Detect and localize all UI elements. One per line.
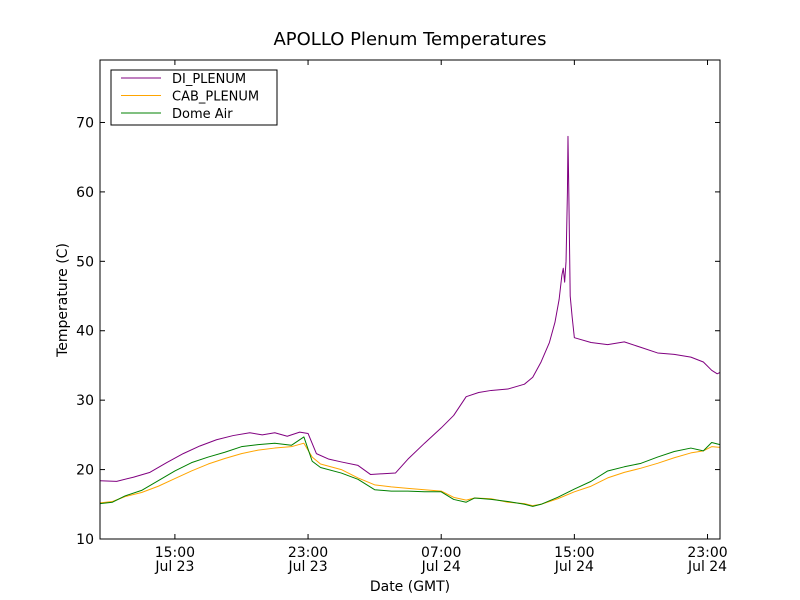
legend: DI_PLENUM CAB_PLENUM Dome Air	[110, 69, 278, 126]
series-layer	[99, 135, 721, 507]
legend-label-1: CAB_PLENUM	[172, 90, 259, 105]
y-tick-label: 30	[76, 393, 94, 409]
y-axis: 10 20 30 40 50 60 70	[76, 115, 720, 548]
plot-frame	[99, 59, 721, 540]
y-tick-label: 70	[76, 115, 94, 131]
y-tick-label: 60	[76, 185, 94, 201]
y-axis-label: Temperature (C)	[55, 243, 71, 358]
x-tick-label-time: 23:00	[288, 545, 328, 561]
x-tick-label-time: 15:00	[155, 545, 195, 561]
x-tick-label-time: 15:00	[554, 545, 594, 561]
legend-label-2: Dome Air	[172, 107, 233, 122]
x-axis-label: Date (GMT)	[370, 579, 450, 595]
x-tick-label-date: Jul 24	[554, 559, 594, 575]
x-tick-label-date: Jul 24	[687, 559, 727, 575]
y-tick-label: 50	[76, 254, 94, 270]
legend-box	[110, 69, 278, 126]
x-tick-label-date: Jul 23	[287, 559, 327, 575]
y-tick-label: 40	[76, 324, 94, 340]
x-tick-label-time: 07:00	[421, 545, 461, 561]
series-line-2	[99, 436, 721, 507]
series-line-0	[99, 135, 721, 482]
y-tick-label: 20	[76, 463, 94, 479]
series-line-1	[99, 442, 721, 507]
chart-title: APOLLO Plenum Temperatures	[273, 29, 546, 50]
x-tick-label-time: 23:00	[687, 545, 727, 561]
x-tick-label-date: Jul 24	[421, 559, 461, 575]
legend-label-0: DI_PLENUM	[172, 72, 246, 87]
x-tick-label-date: Jul 23	[154, 559, 194, 575]
y-tick-label: 10	[76, 532, 94, 548]
